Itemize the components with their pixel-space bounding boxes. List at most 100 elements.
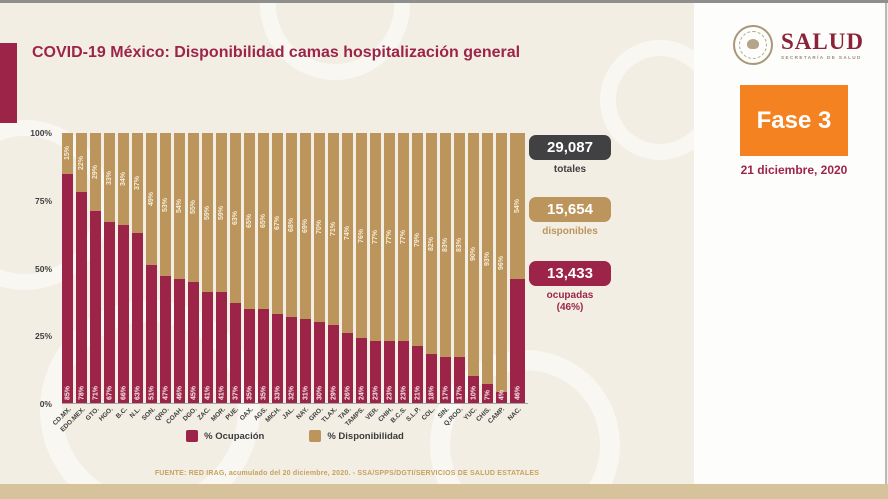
occupation-segment: 23%	[384, 340, 395, 403]
footer-bar	[0, 484, 888, 499]
availability-value-label: 77%	[400, 229, 407, 244]
x-axis-label: S.L.P.	[405, 406, 423, 424]
availability-segment: 83%	[440, 133, 451, 358]
availability-value-label: 22%	[78, 155, 85, 170]
legend-label: % Disponibilidad	[327, 430, 404, 442]
salud-seal-icon	[733, 25, 773, 65]
chart-bar-hgo: 33% 67% HGO.	[98, 133, 115, 423]
availability-segment: 65%	[258, 133, 269, 309]
y-axis-tick: 50%	[34, 263, 52, 274]
occupation-segment: 66%	[118, 224, 129, 403]
totals-value-badge: 29,087	[529, 135, 611, 160]
occupation-segment: 46%	[174, 278, 185, 403]
availability-value-label: 82%	[428, 236, 435, 251]
availability-value-label: 49%	[148, 192, 155, 207]
occupation-value-label: 23%	[372, 385, 379, 400]
occupation-value-label: 46%	[176, 385, 183, 400]
chart-bar-oax: 65% 35% OAX.	[238, 133, 255, 422]
chart-bar-coah: 54% 46% COAH.	[165, 133, 185, 426]
availability-value-label: 77%	[372, 229, 379, 244]
occupation-value-label: 78%	[78, 385, 85, 400]
occupation-value-label: 71%	[92, 385, 99, 400]
occupation-segment: 35%	[258, 308, 269, 403]
chart-bar-jal: 68% 32% JAL.	[282, 133, 297, 421]
availability-segment: 29%	[90, 133, 101, 212]
occupation-segment: 4%	[496, 390, 507, 403]
availability-segment: 67%	[272, 133, 283, 314]
chart-bar-dgo: 55% 45% DGO.	[182, 133, 199, 423]
occupation-value-label: 30%	[316, 385, 323, 400]
occupation-value-label: 67%	[106, 385, 113, 400]
availability-segment: 55%	[188, 133, 199, 282]
availability-value-label: 67%	[274, 216, 281, 231]
occupation-segment: 41%	[202, 292, 213, 403]
available-label: disponibles	[542, 226, 598, 237]
availability-segment: 83%	[454, 133, 465, 358]
availability-value-label: 77%	[386, 229, 393, 244]
availability-value-label: 83%	[442, 238, 449, 253]
occupation-value-label: 17%	[456, 385, 463, 400]
availability-value-label: 53%	[162, 197, 169, 212]
availability-segment: 76%	[356, 133, 367, 339]
occupation-value-label: 41%	[218, 385, 225, 400]
chart-bar-slp: 79% 21% S.L.P.	[405, 133, 423, 423]
occupation-value-label: 35%	[246, 385, 253, 400]
chart-bar-bc: 34% 66% B.C.	[114, 133, 129, 420]
legend-item-occupation: % Ocupación	[186, 430, 264, 442]
occupation-segment: 41%	[216, 292, 227, 403]
occupation-value-label: 51%	[148, 385, 155, 400]
availability-value-label: 55%	[190, 200, 197, 215]
availability-value-label: 34%	[120, 171, 127, 186]
occupation-value-label: 31%	[302, 385, 309, 400]
occupied-value-badge: 13,433	[529, 261, 611, 286]
occupation-value-label: 41%	[204, 385, 211, 400]
availability-value-label: 79%	[414, 232, 421, 247]
occupation-segment: 23%	[398, 340, 409, 403]
availability-value-label: 76%	[358, 228, 365, 243]
occupation-segment: 32%	[286, 316, 297, 403]
occupation-value-label: 66%	[120, 385, 127, 400]
chart-bar-tab: 74% 26% TAB.	[337, 133, 353, 421]
occupied-percent-label: (46%)	[556, 302, 584, 313]
chart-bar-cdmx: 15% 85% CD.MX.	[51, 133, 73, 427]
availability-segment: 74%	[342, 133, 353, 333]
bed-availability-chart: 15% 85% CD.MX. 22% 78% EDO.MEX. 29% 71% GTO. 33% 6…	[51, 133, 528, 433]
occupation-segment: 7%	[482, 384, 493, 403]
occupation-value-label: 85%	[64, 385, 71, 400]
occupation-value-label: 23%	[386, 385, 393, 400]
chart-bar-bcs: 77% 23% B.C.S.	[390, 133, 409, 424]
occupation-segment: 33%	[272, 313, 283, 403]
availability-value-label: 93%	[484, 251, 491, 266]
occupation-value-label: 7%	[484, 389, 491, 400]
chart-bar-zac: 59% 41% ZAC.	[197, 133, 213, 422]
availability-value-label: 37%	[134, 175, 141, 190]
availability-segment: 59%	[202, 133, 213, 293]
occupation-segment: 45%	[188, 281, 199, 403]
availability-segment: 15%	[62, 133, 73, 174]
occupation-segment: 47%	[160, 276, 171, 403]
availability-segment: 71%	[328, 133, 339, 325]
occupation-value-label: 37%	[232, 385, 239, 400]
availability-value-label: 68%	[288, 217, 295, 232]
chart-bar-nl: 37% 63% N.L.	[129, 133, 143, 420]
occupation-value-label: 23%	[400, 385, 407, 400]
chart-bar-edomex: 22% 78% EDO.MEX.	[59, 133, 87, 433]
report-date: 21 diciembre, 2020	[740, 163, 848, 177]
availability-value-label: 59%	[218, 205, 225, 220]
chart-bar-chih: 77% 23% CHIH.	[377, 133, 395, 423]
availability-segment: 59%	[216, 133, 227, 293]
availability-segment: 54%	[174, 133, 185, 279]
source-note: FUENTE: RED IRAG, acumulado del 20 dicie…	[154, 470, 540, 477]
occupation-segment: 10%	[468, 376, 479, 403]
availability-segment: 54%	[510, 133, 525, 279]
occupation-segment: 30%	[314, 322, 325, 403]
occupation-value-label: 45%	[190, 385, 197, 400]
occupation-value-label: 29%	[330, 385, 337, 400]
availability-value-label: 83%	[456, 238, 463, 253]
availability-value-label: 70%	[316, 220, 323, 235]
chart-bar-col: 82% 18% COL.	[421, 133, 437, 422]
y-axis-tick: 25%	[34, 331, 52, 342]
title-accent-bar	[0, 43, 17, 123]
salud-logo: SALUD SECRETARÍA DE SALUD	[733, 25, 883, 65]
chart-bar-ver: 77% 23% VER.	[365, 133, 381, 422]
